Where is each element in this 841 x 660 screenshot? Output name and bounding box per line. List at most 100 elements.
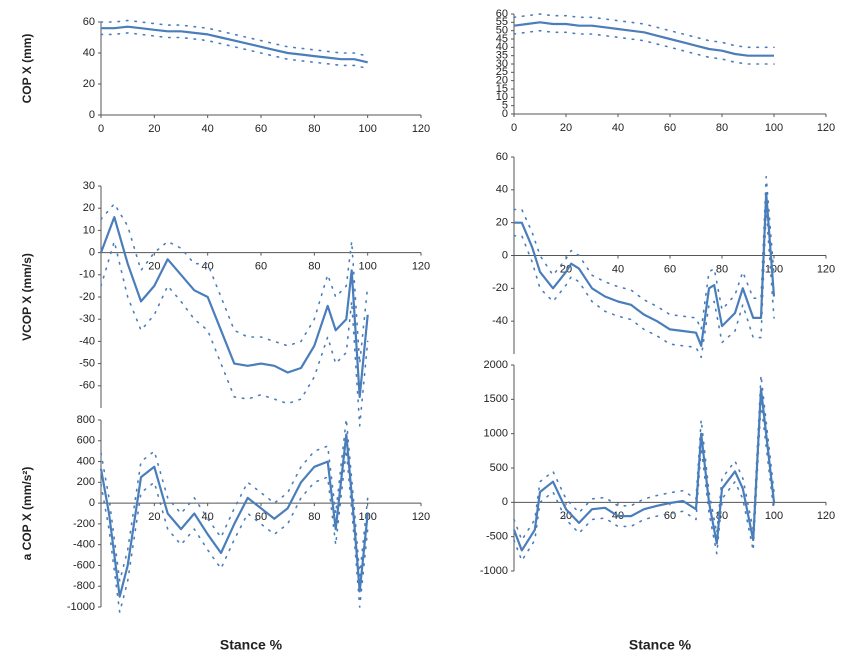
y-tick-label: -400 [73, 539, 95, 551]
y-tick-label: 200 [77, 476, 95, 488]
x-tick-label: 20 [560, 510, 572, 522]
x-tick-label: 20 [148, 261, 160, 273]
y-axis-label: VCOP X (mm/s) [20, 253, 34, 341]
y-tick-label: 50 [496, 25, 508, 37]
x-tick-label: 20 [560, 122, 572, 134]
y-tick-label: 25 [496, 66, 508, 78]
y-tick-label: 800 [77, 414, 95, 426]
bound-line [100, 19, 369, 57]
x-tick-label: 60 [664, 263, 676, 275]
x-axis-label: Stance % [220, 637, 283, 653]
bound-line [513, 13, 775, 49]
mean-line [512, 387, 776, 552]
y-tick-label: 60 [83, 16, 95, 28]
y-tick-label: 30 [83, 180, 95, 192]
y-tick-label: 40 [496, 41, 508, 53]
y-tick-label: 0 [502, 249, 508, 261]
mean-line [513, 21, 774, 57]
bound-line [100, 449, 369, 613]
y-tick-label: -500 [486, 531, 508, 543]
y-tick-label: 1500 [484, 393, 508, 405]
y-tick-label: -40 [492, 315, 508, 327]
x-tick-label: 100 [358, 261, 376, 273]
mean-line [99, 216, 369, 398]
y-tick-label: 45 [496, 33, 508, 45]
x-tick-label: 60 [255, 123, 267, 135]
y-tick-label: 20 [83, 202, 95, 214]
bound-line [513, 29, 775, 65]
x-tick-label: 0 [511, 122, 517, 134]
bound-line [100, 203, 369, 365]
x-tick-label: 80 [716, 122, 728, 134]
x-tick-label: 120 [817, 510, 835, 522]
x-tick-label: 40 [202, 261, 214, 273]
x-tick-label: 60 [255, 511, 267, 523]
x-tick-label: 40 [612, 122, 624, 134]
y-tick-label: -50 [79, 358, 95, 370]
y-tick-label: 0 [89, 109, 95, 121]
bound-line [100, 240, 369, 427]
x-tick-label: 60 [664, 122, 676, 134]
y-tick-label: -20 [492, 282, 508, 294]
y-tick-label: -1000 [480, 565, 508, 577]
y-tick-label: -600 [73, 559, 95, 571]
y-tick-label: 15 [496, 83, 508, 95]
y-tick-label: 20 [83, 78, 95, 90]
x-tick-label: 80 [308, 123, 320, 135]
y-tick-label: 1000 [484, 428, 508, 440]
x-tick-label: 100 [358, 123, 376, 135]
y-tick-label: -1000 [67, 601, 95, 613]
y-tick-label: 5 [502, 100, 508, 112]
y-axis-label: COP X (mm) [20, 34, 34, 104]
y-tick-label: 10 [496, 91, 508, 103]
bound-line [513, 402, 775, 562]
y-tick-label: 0 [89, 247, 95, 259]
bound-line [513, 208, 775, 359]
x-tick-label: 80 [308, 261, 320, 273]
y-tick-label: 0 [502, 496, 508, 508]
x-tick-label: 80 [716, 263, 728, 275]
x-tick-label: 20 [148, 511, 160, 523]
y-tick-label: 55 [496, 16, 508, 28]
y-tick-label: 40 [83, 47, 95, 59]
x-tick-label: 60 [255, 261, 267, 273]
x-tick-label: 120 [412, 123, 430, 135]
x-tick-label: 120 [412, 261, 430, 273]
y-tick-label: 0 [89, 497, 95, 509]
y-tick-label: -20 [79, 291, 95, 303]
y-tick-label: 40 [496, 184, 508, 196]
x-tick-label: 20 [148, 123, 160, 135]
y-tick-label: 60 [496, 8, 508, 20]
x-tick-label: 40 [612, 263, 624, 275]
x-tick-label: 100 [765, 510, 783, 522]
mean-line [99, 433, 369, 598]
bound-line [513, 374, 775, 541]
y-tick-label: -40 [79, 335, 95, 347]
y-tick-label: 35 [496, 50, 508, 62]
y-tick-label: -10 [79, 269, 95, 281]
y-axis-label: a COP X (mm/s²) [20, 467, 34, 561]
y-tick-label: 0 [502, 108, 508, 120]
y-tick-label: -30 [79, 313, 95, 325]
y-tick-label: -60 [79, 380, 95, 392]
y-tick-label: 20 [496, 75, 508, 87]
y-tick-label: 20 [496, 217, 508, 229]
x-tick-label: 120 [817, 263, 835, 275]
y-tick-label: -800 [73, 580, 95, 592]
y-tick-label: -200 [73, 518, 95, 530]
bound-line [100, 418, 369, 582]
y-tick-label: 30 [496, 58, 508, 70]
x-tick-label: 40 [202, 123, 214, 135]
y-tick-label: 400 [77, 455, 95, 467]
x-tick-label: 80 [308, 511, 320, 523]
y-tick-label: 500 [490, 462, 508, 474]
y-tick-label: 2000 [484, 359, 508, 371]
y-tick-label: 600 [77, 435, 95, 447]
x-axis-label: Stance % [629, 637, 692, 653]
mean-line [101, 25, 368, 64]
x-tick-label: 120 [817, 122, 835, 134]
y-tick-label: 60 [496, 151, 508, 163]
x-tick-label: 0 [98, 123, 104, 135]
x-tick-label: 80 [716, 510, 728, 522]
